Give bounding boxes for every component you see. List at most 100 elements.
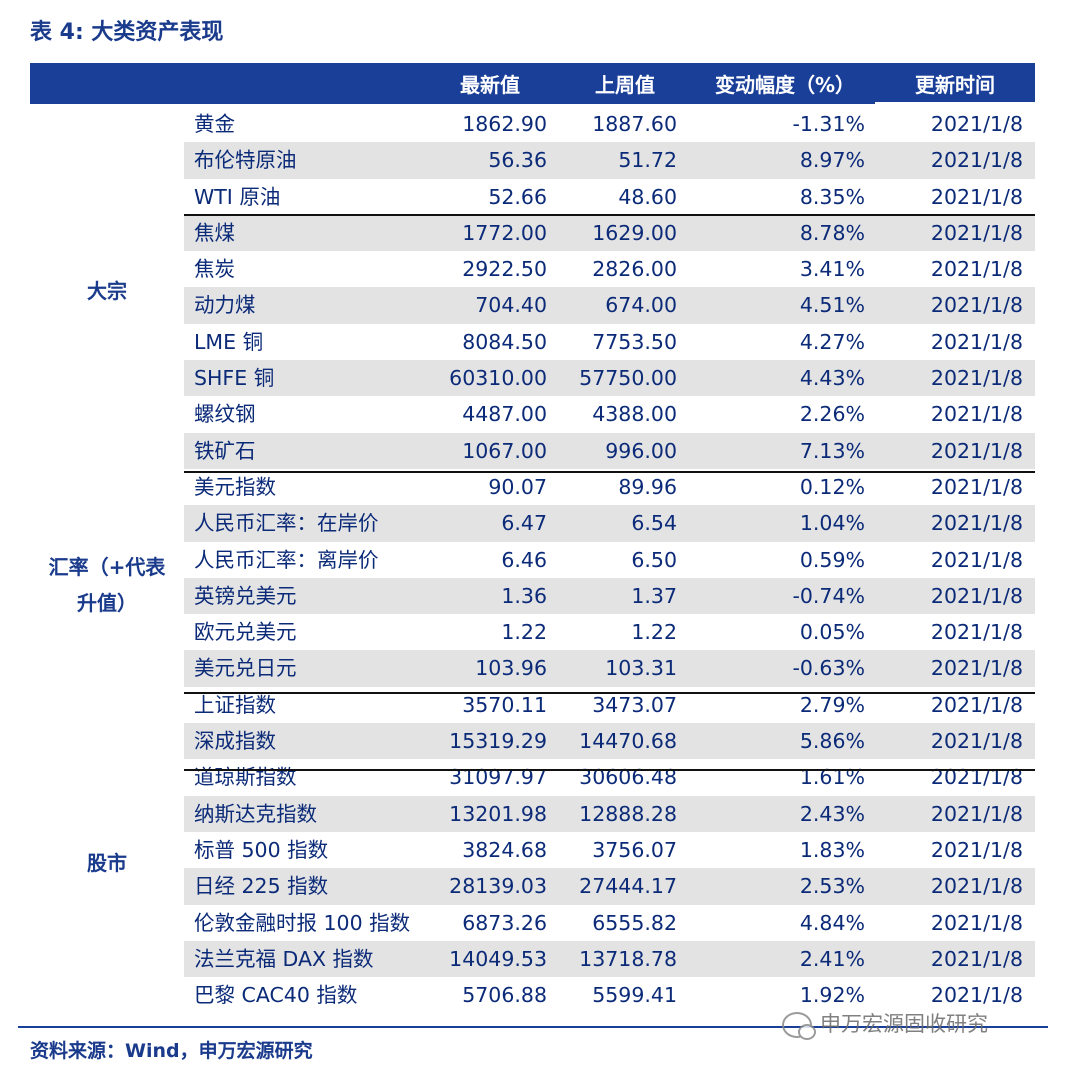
table-row: 美元兑日元 103.96 103.31 -0.63% 2021/1/8 — [184, 650, 1035, 687]
change-value: 2.26% — [799, 402, 865, 427]
latest-value: 31097.97 — [449, 765, 547, 790]
table-row: 深成指数 15319.29 14470.68 5.86% 2021/1/8 — [184, 723, 1035, 760]
update-date: 2021/1/8 — [930, 257, 1023, 282]
latest-value: 1.22 — [501, 620, 547, 645]
change-value: 4.51% — [799, 293, 865, 318]
previous-value: 6555.82 — [592, 910, 677, 935]
update-date: 2021/1/8 — [930, 329, 1023, 354]
asset-name: 巴黎 CAC40 指数 — [194, 983, 358, 1008]
asset-name: 深成指数 — [194, 729, 276, 754]
asset-name: 纳斯达克指数 — [194, 801, 317, 826]
previous-value: 2826.00 — [592, 257, 677, 282]
latest-value: 1862.90 — [462, 112, 547, 136]
asset-name: 欧元兑美元 — [194, 620, 297, 645]
group-label-commodities: 大宗 — [87, 279, 127, 303]
latest-value: 14049.53 — [449, 946, 547, 971]
change-value: 0.12% — [799, 474, 865, 499]
change-value: -0.74% — [792, 583, 865, 608]
update-date: 2021/1/8 — [930, 946, 1023, 971]
change-value: 1.92% — [799, 983, 865, 1008]
asset-name: LME 铜 — [194, 329, 264, 354]
asset-name: 黄金 — [194, 112, 235, 136]
asset-name: 道琼斯指数 — [194, 765, 297, 790]
asset-name: 标普 500 指数 — [194, 837, 329, 862]
asset-name: 英镑兑美元 — [194, 583, 297, 608]
column-header-change: 变动幅度（%） — [714, 73, 856, 97]
latest-value: 5706.88 — [462, 983, 547, 1008]
asset-name: 日经 225 指数 — [194, 874, 329, 899]
table-row: 美元指数 90.07 89.96 0.12% 2021/1/8 — [184, 469, 1035, 505]
update-date: 2021/1/8 — [930, 220, 1023, 245]
update-date: 2021/1/8 — [930, 765, 1023, 790]
table-row: 纳斯达克指数 13201.98 12888.28 2.43% 2021/1/8 — [184, 795, 1035, 832]
column-header-date: 更新时间 — [915, 73, 995, 97]
latest-value: 15319.29 — [449, 729, 547, 754]
group-separator — [184, 692, 1035, 694]
latest-value: 90.07 — [488, 474, 547, 499]
previous-value: 1629.00 — [592, 220, 677, 245]
table-row: 布伦特原油 56.36 51.72 8.97% 2021/1/8 — [184, 142, 1035, 179]
asset-name: 美元指数 — [194, 474, 276, 499]
table-row: 焦炭 2922.50 2826.00 3.41% 2021/1/8 — [184, 251, 1035, 287]
table-row: 道琼斯指数 31097.97 30606.48 1.61% 2021/1/8 — [184, 759, 1035, 795]
group-label-fx-text: 汇率（+代表 升值） — [48, 555, 166, 615]
previous-value: 3473.07 — [592, 692, 677, 717]
previous-value: 1887.60 — [592, 112, 677, 136]
change-value: 7.13% — [799, 438, 865, 463]
update-date: 2021/1/8 — [930, 438, 1023, 463]
change-value: 2.41% — [799, 946, 865, 971]
previous-value: 1.37 — [631, 583, 677, 608]
asset-name: SHFE 铜 — [194, 366, 275, 391]
asset-name: WTI 原油 — [194, 184, 281, 209]
table-row: 人民币汇率：离岸价 6.46 6.50 0.59% 2021/1/8 — [184, 542, 1035, 578]
table-header: 最新值 上周值 变动幅度（%） 更新时间 — [30, 63, 1035, 104]
update-date: 2021/1/8 — [930, 112, 1023, 136]
latest-value: 52.66 — [488, 184, 547, 209]
group-separator — [184, 769, 1035, 771]
change-value: 1.61% — [799, 765, 865, 790]
previous-value: 12888.28 — [579, 801, 677, 826]
wechat-icon — [782, 1012, 816, 1040]
table-row: 欧元兑美元 1.22 1.22 0.05% 2021/1/8 — [184, 614, 1035, 650]
table-row: 标普 500 指数 3824.68 3756.07 1.83% 2021/1/8 — [184, 832, 1035, 868]
previous-value: 3756.07 — [592, 837, 677, 862]
group-separator — [184, 471, 1035, 473]
change-value: 2.43% — [799, 801, 865, 826]
previous-value: 674.00 — [605, 293, 677, 318]
update-date: 2021/1/8 — [930, 547, 1023, 572]
asset-name: 螺纹钢 — [194, 402, 256, 427]
latest-value: 6873.26 — [462, 910, 547, 935]
previous-value: 996.00 — [605, 438, 677, 463]
change-value: 0.59% — [799, 547, 865, 572]
asset-name: 焦煤 — [194, 220, 235, 245]
previous-value: 30606.48 — [579, 765, 677, 790]
previous-value: 57750.00 — [579, 366, 677, 391]
previous-value: 14470.68 — [579, 729, 677, 754]
change-value: -0.63% — [792, 656, 865, 681]
change-value: 8.97% — [799, 148, 865, 173]
asset-name: 美元兑日元 — [194, 656, 297, 681]
change-value: 2.53% — [799, 874, 865, 899]
latest-value: 6.46 — [501, 547, 547, 572]
table-row: 上证指数 3570.11 3473.07 2.79% 2021/1/8 — [184, 687, 1035, 723]
latest-value: 56.36 — [488, 148, 547, 173]
previous-value: 5599.41 — [592, 983, 677, 1008]
previous-value: 103.31 — [605, 656, 677, 681]
table-row: 巴黎 CAC40 指数 5706.88 5599.41 1.92% 2021/1/8 — [184, 977, 1035, 1013]
change-value: 4.43% — [799, 366, 865, 391]
previous-value: 7753.50 — [592, 329, 677, 354]
update-date: 2021/1/8 — [930, 474, 1023, 499]
update-date: 2021/1/8 — [930, 620, 1023, 645]
column-header-previous: 上周值 — [595, 73, 655, 97]
change-value: 2.79% — [799, 692, 865, 717]
update-date: 2021/1/8 — [930, 692, 1023, 717]
update-date: 2021/1/8 — [930, 184, 1023, 209]
previous-value: 6.50 — [631, 547, 677, 572]
previous-value: 6.54 — [631, 511, 677, 536]
change-value: 0.05% — [799, 620, 865, 645]
change-value: 3.41% — [799, 257, 865, 282]
change-value: -1.31% — [792, 112, 865, 136]
table-row: 焦煤 1772.00 1629.00 8.78% 2021/1/8 — [184, 214, 1035, 252]
latest-value: 2922.50 — [462, 257, 547, 282]
change-value: 5.86% — [799, 729, 865, 754]
